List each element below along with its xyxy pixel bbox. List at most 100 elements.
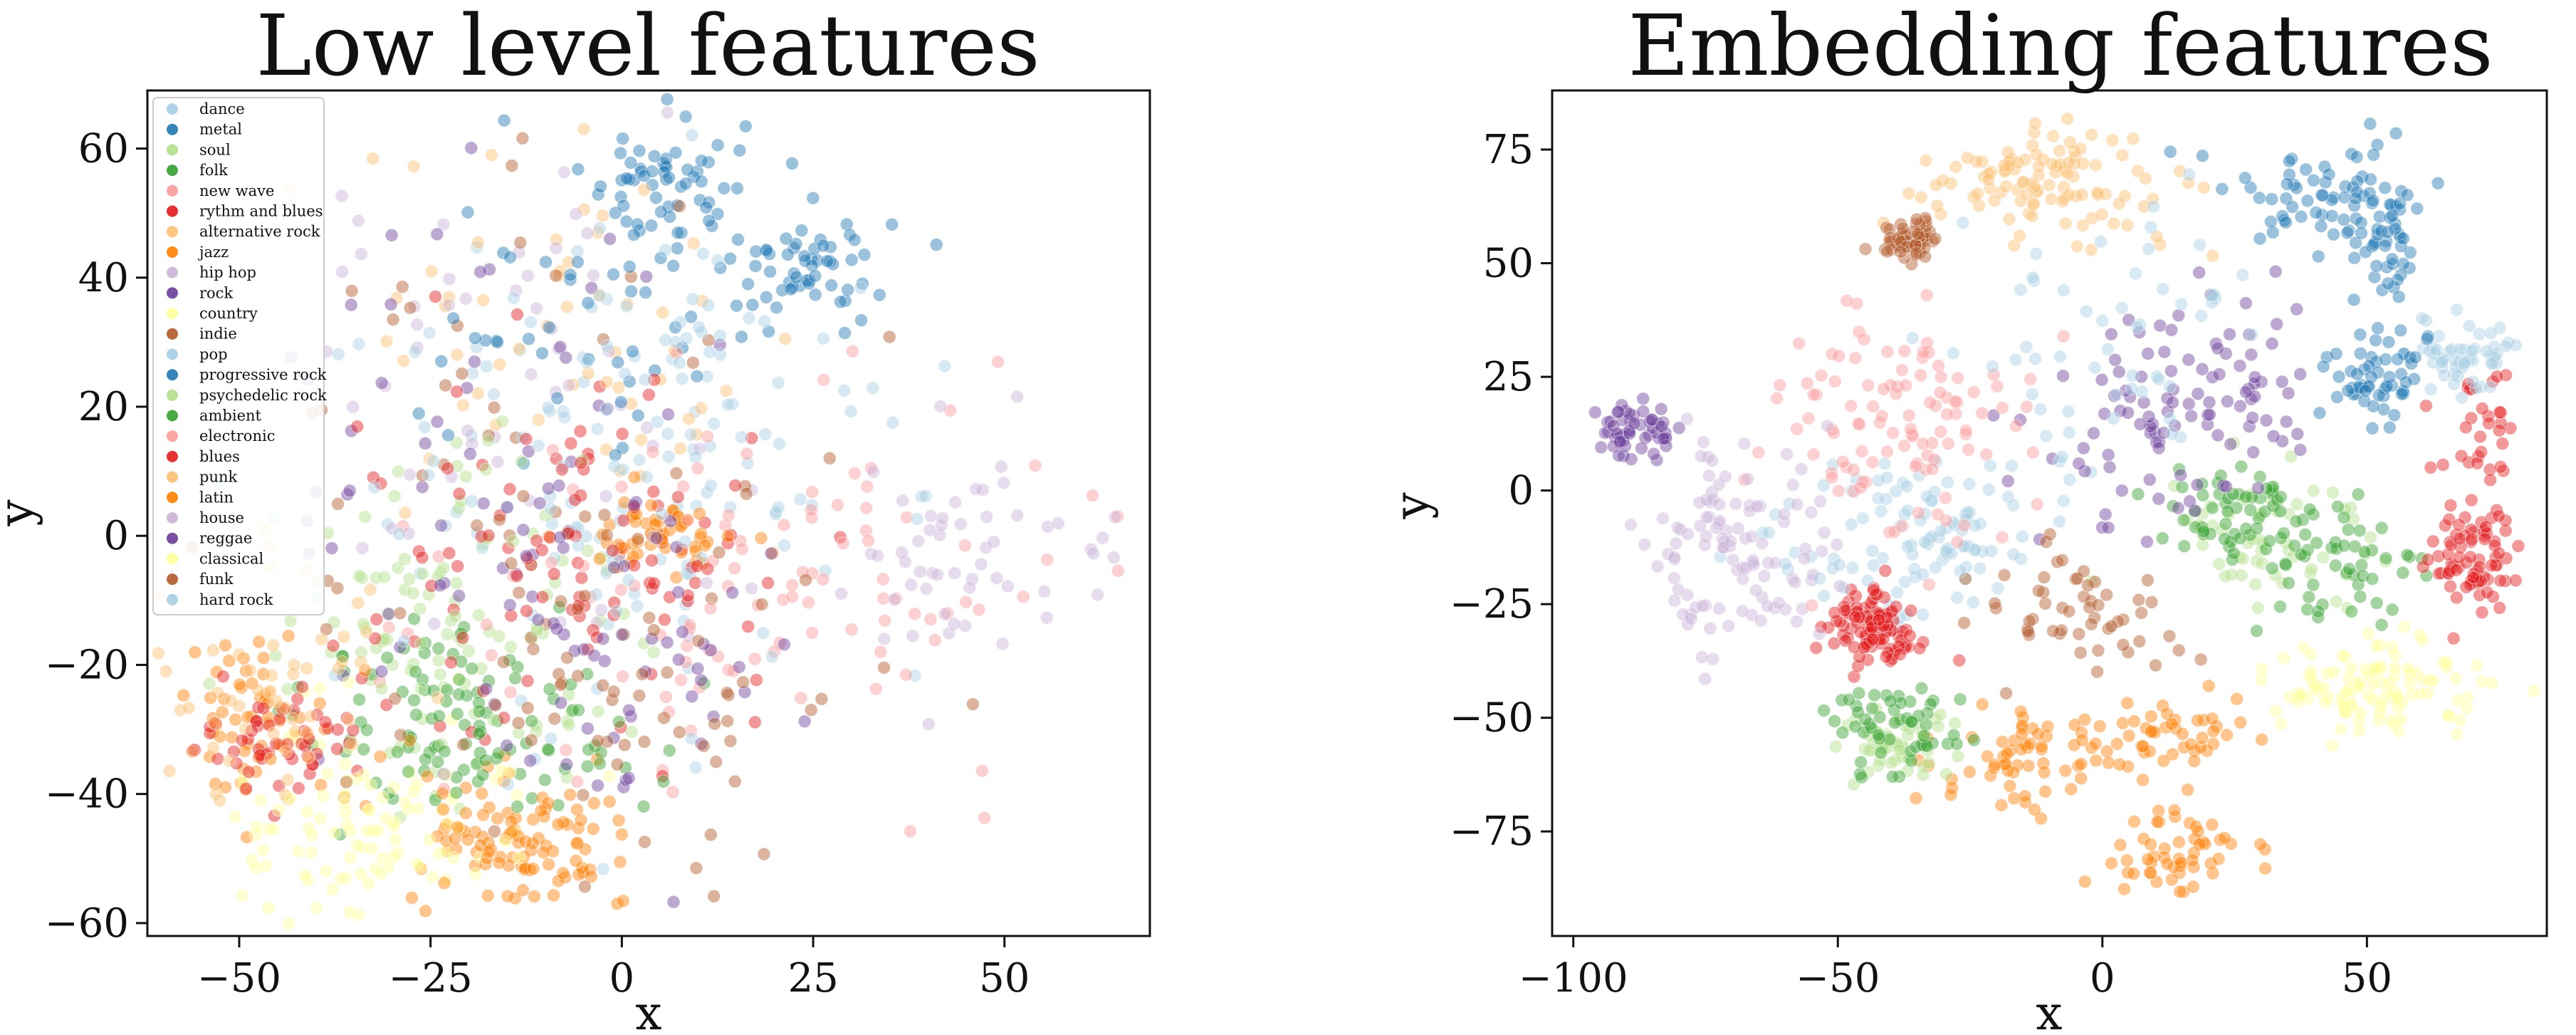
scatter-point xyxy=(948,495,963,509)
scatter-point xyxy=(468,867,483,881)
scatter-point xyxy=(530,301,544,316)
scatter-point xyxy=(703,828,718,842)
scatter-point xyxy=(232,699,246,713)
scatter-point xyxy=(456,398,470,412)
scatter-point xyxy=(1991,581,2005,595)
scatter-point xyxy=(2246,445,2261,459)
scatter-point xyxy=(591,734,605,748)
scatter-point xyxy=(591,704,605,719)
scatter-point xyxy=(535,543,549,557)
scatter-point xyxy=(804,703,818,717)
scatter-point xyxy=(479,462,493,477)
scatter-point xyxy=(560,818,575,832)
scatter-point xyxy=(1897,344,1912,358)
scatter-point xyxy=(1971,187,1984,201)
scatter-point xyxy=(2239,521,2253,536)
scatter-point xyxy=(995,637,1010,651)
scatter-point xyxy=(1828,375,1842,388)
scatter-point xyxy=(2416,633,2430,647)
scatter-point xyxy=(1888,716,1902,730)
scatter-point xyxy=(2015,727,2029,742)
scatter-point xyxy=(646,445,660,459)
scatter-point xyxy=(1760,599,1774,613)
scatter-point xyxy=(506,291,520,305)
scatter-point xyxy=(251,700,266,714)
scatter-point xyxy=(511,726,525,740)
scatter-point xyxy=(570,244,585,259)
scatter-point xyxy=(2290,302,2304,316)
scatter-point xyxy=(2125,382,2139,396)
scatter-point xyxy=(2466,375,2480,389)
scatter-point xyxy=(2492,509,2506,523)
scatter-point xyxy=(2289,514,2303,529)
scatter-point xyxy=(407,160,421,174)
scatter-point xyxy=(2365,693,2379,707)
scatter-point xyxy=(313,738,327,752)
scatter-point xyxy=(335,655,349,669)
scatter-point xyxy=(1951,371,1965,385)
scatter-point xyxy=(1656,432,1670,446)
scatter-point xyxy=(2073,645,2088,660)
scatter-point xyxy=(239,722,253,736)
scatter-point xyxy=(2233,399,2247,413)
scatter-point xyxy=(2335,648,2350,662)
scatter-point xyxy=(481,888,495,903)
scatter-point xyxy=(449,786,464,800)
scatter-point xyxy=(719,384,733,398)
y-tick-label: 75 xyxy=(1483,127,1534,173)
scatter-point xyxy=(300,725,314,739)
scatter-point xyxy=(442,272,456,286)
scatter-point xyxy=(2329,595,2343,609)
scatter-point xyxy=(2449,563,2464,577)
scatter-point xyxy=(300,805,314,819)
scatter-point xyxy=(330,722,345,737)
scatter-point xyxy=(1872,613,1886,627)
scatter-point xyxy=(442,298,456,312)
scatter-point xyxy=(1914,368,1928,383)
scatter-point xyxy=(2265,561,2279,576)
scatter-point xyxy=(2197,180,2211,194)
scatter-point xyxy=(253,748,267,762)
scatter-point xyxy=(2475,402,2489,416)
scatter-point xyxy=(1967,385,1981,399)
scatter-point xyxy=(2332,370,2346,384)
scatter-point xyxy=(958,539,972,553)
scatter-point xyxy=(363,778,377,792)
scatter-point xyxy=(1916,768,1930,782)
scatter-point xyxy=(1836,454,1850,469)
scatter-point xyxy=(2470,456,2484,470)
y-tick-label: −20 xyxy=(45,642,129,688)
scatter-point xyxy=(1899,378,1913,392)
scatter-point xyxy=(2508,573,2523,588)
scatter-point xyxy=(547,888,560,903)
scatter-point xyxy=(2295,687,2309,702)
scatter-point xyxy=(928,633,942,647)
series-rythm-and-blues xyxy=(355,290,847,784)
scatter-point xyxy=(2001,474,2015,488)
scatter-point xyxy=(624,155,638,170)
scatter-point xyxy=(235,733,249,747)
scatter-point xyxy=(151,646,165,660)
scatter-point xyxy=(2351,487,2365,501)
scatter-point xyxy=(647,373,661,387)
legend-label: hard rock xyxy=(199,591,273,608)
scatter-point xyxy=(2046,129,2061,143)
scatter-point xyxy=(1878,457,1892,471)
scatter-point xyxy=(627,558,642,573)
scatter-point xyxy=(2031,583,2046,598)
scatter-point xyxy=(2174,468,2188,482)
scatter-point xyxy=(994,459,1008,474)
scatter-point xyxy=(751,598,765,613)
scatter-point xyxy=(1772,596,1786,610)
scatter-point xyxy=(1848,610,1863,624)
y-axis-label: y xyxy=(0,499,43,527)
scatter-point xyxy=(2277,651,2291,665)
scatter-point xyxy=(525,590,540,604)
scatter-point xyxy=(2352,524,2367,538)
legend-label: dance xyxy=(199,100,245,118)
scatter-point xyxy=(2100,744,2114,759)
scatter-point xyxy=(844,623,859,637)
scatter-point xyxy=(695,551,708,565)
scatter-point xyxy=(326,639,340,652)
scatter-point xyxy=(394,728,408,742)
